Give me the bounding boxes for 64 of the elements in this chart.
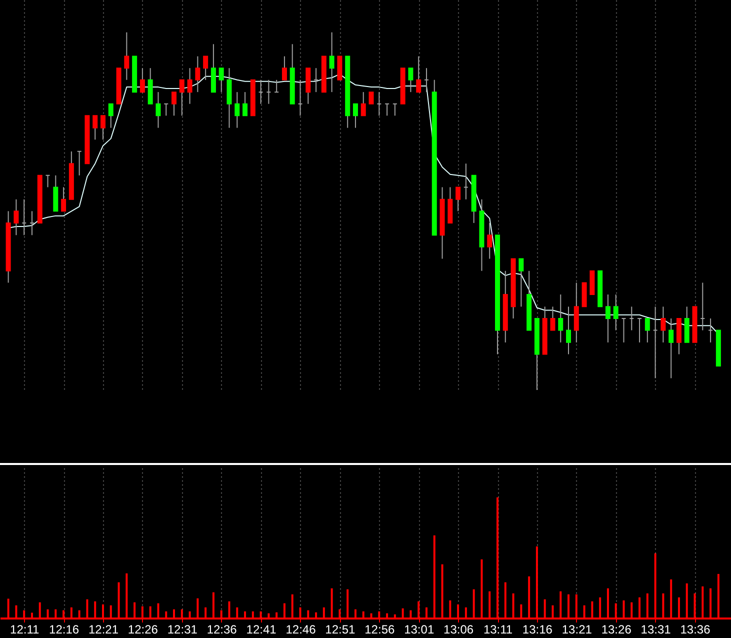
candlestick bbox=[61, 186, 66, 212]
x-tick-label: 12:31 bbox=[167, 622, 198, 636]
candlestick bbox=[100, 115, 106, 140]
candlestick bbox=[234, 92, 240, 128]
candlestick bbox=[582, 282, 587, 308]
x-tick-label: 12:51 bbox=[325, 622, 356, 636]
candlestick bbox=[156, 92, 161, 128]
candlestick bbox=[456, 186, 461, 212]
candlestick bbox=[172, 92, 177, 116]
candlestick bbox=[92, 115, 98, 140]
candlestick bbox=[448, 186, 453, 224]
candlestick bbox=[487, 222, 492, 260]
candlestick bbox=[660, 306, 666, 343]
x-tick-label: 12:36 bbox=[206, 622, 238, 636]
x-tick-label: 13:36 bbox=[680, 622, 711, 636]
candlestick bbox=[148, 68, 153, 104]
x-tick-label: 13:21 bbox=[562, 622, 592, 636]
candlestick bbox=[590, 270, 595, 296]
candlestick bbox=[187, 68, 192, 104]
candlestick bbox=[574, 282, 579, 343]
candlestick bbox=[14, 198, 19, 236]
candlestick bbox=[210, 44, 216, 93]
x-tick-label: 12:56 bbox=[364, 622, 395, 636]
candlestick bbox=[416, 56, 422, 93]
x-tick-label: 12:46 bbox=[286, 622, 316, 636]
x-tick-label: 12:11 bbox=[10, 622, 40, 636]
x-tick-label: 13:11 bbox=[483, 622, 513, 636]
candlestick bbox=[124, 32, 130, 80]
x-tick-label: 12:41 bbox=[246, 622, 277, 636]
candlestick bbox=[242, 92, 248, 116]
candlestick bbox=[226, 68, 232, 128]
candlestick bbox=[329, 32, 334, 93]
candlestick bbox=[558, 294, 564, 343]
x-tick-label: 13:16 bbox=[522, 622, 553, 636]
candlestick bbox=[179, 79, 184, 116]
candlestick bbox=[605, 294, 610, 343]
candlestick bbox=[684, 306, 690, 343]
candlestick bbox=[53, 174, 58, 212]
candlestick bbox=[518, 258, 524, 308]
candlestick bbox=[613, 294, 618, 331]
candlestick bbox=[352, 103, 358, 128]
candlestick bbox=[195, 56, 200, 93]
candlestick bbox=[566, 306, 572, 355]
candlestick bbox=[203, 56, 208, 80]
candlestick bbox=[337, 56, 342, 80]
candlestick bbox=[668, 318, 674, 379]
x-tick-label: 12:26 bbox=[128, 622, 158, 636]
x-tick-label: 13:01 bbox=[404, 622, 434, 636]
x-tick-label: 13:31 bbox=[640, 622, 672, 636]
candlestick bbox=[108, 103, 114, 128]
candlestick bbox=[644, 318, 650, 343]
candlestick bbox=[282, 56, 287, 80]
x-tick-label: 13:06 bbox=[444, 622, 474, 636]
x-tick-label: 12:21 bbox=[88, 622, 119, 636]
candlestick bbox=[368, 92, 374, 104]
candlestick bbox=[140, 68, 145, 93]
x-tick-label: 12:16 bbox=[49, 622, 80, 636]
candlestick bbox=[676, 318, 682, 355]
candlestick bbox=[550, 306, 556, 331]
candlestick bbox=[360, 92, 366, 116]
candlestick bbox=[408, 68, 414, 93]
x-tick-label: 13:26 bbox=[601, 622, 632, 636]
candlestick bbox=[218, 68, 224, 93]
candlestick bbox=[306, 68, 311, 104]
